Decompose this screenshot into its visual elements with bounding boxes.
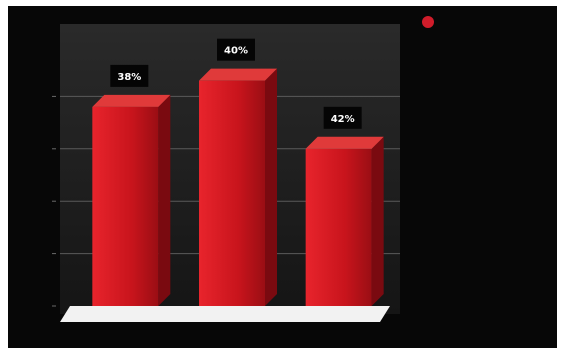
bar-chart: 38% 40% 42%	[52, 16, 434, 322]
data-label: 42%	[331, 114, 355, 125]
bar-top	[305, 136, 384, 149]
bar: 38%	[92, 64, 171, 306]
bar-side	[371, 136, 384, 306]
bar-side	[265, 68, 277, 307]
data-label-box	[323, 106, 362, 129]
bar-top	[92, 94, 171, 107]
bar-front	[92, 106, 159, 306]
bars: 38% 40% 42%	[92, 38, 384, 307]
data-label-box	[217, 38, 255, 61]
bar-front	[305, 148, 372, 306]
bar-top	[199, 68, 277, 81]
chart-floor	[60, 306, 390, 322]
bar: 42%	[305, 106, 384, 306]
legend	[422, 16, 434, 28]
y-axis-ticks	[52, 95, 56, 307]
data-label: 40%	[224, 46, 248, 57]
legend-marker	[422, 16, 434, 28]
bar-side	[158, 94, 171, 306]
bar: 40%	[199, 38, 277, 307]
chart-frame: 38% 40% 42%	[8, 6, 557, 348]
data-label-box	[110, 64, 149, 87]
bar-front	[199, 80, 265, 307]
data-label: 38%	[117, 72, 141, 83]
